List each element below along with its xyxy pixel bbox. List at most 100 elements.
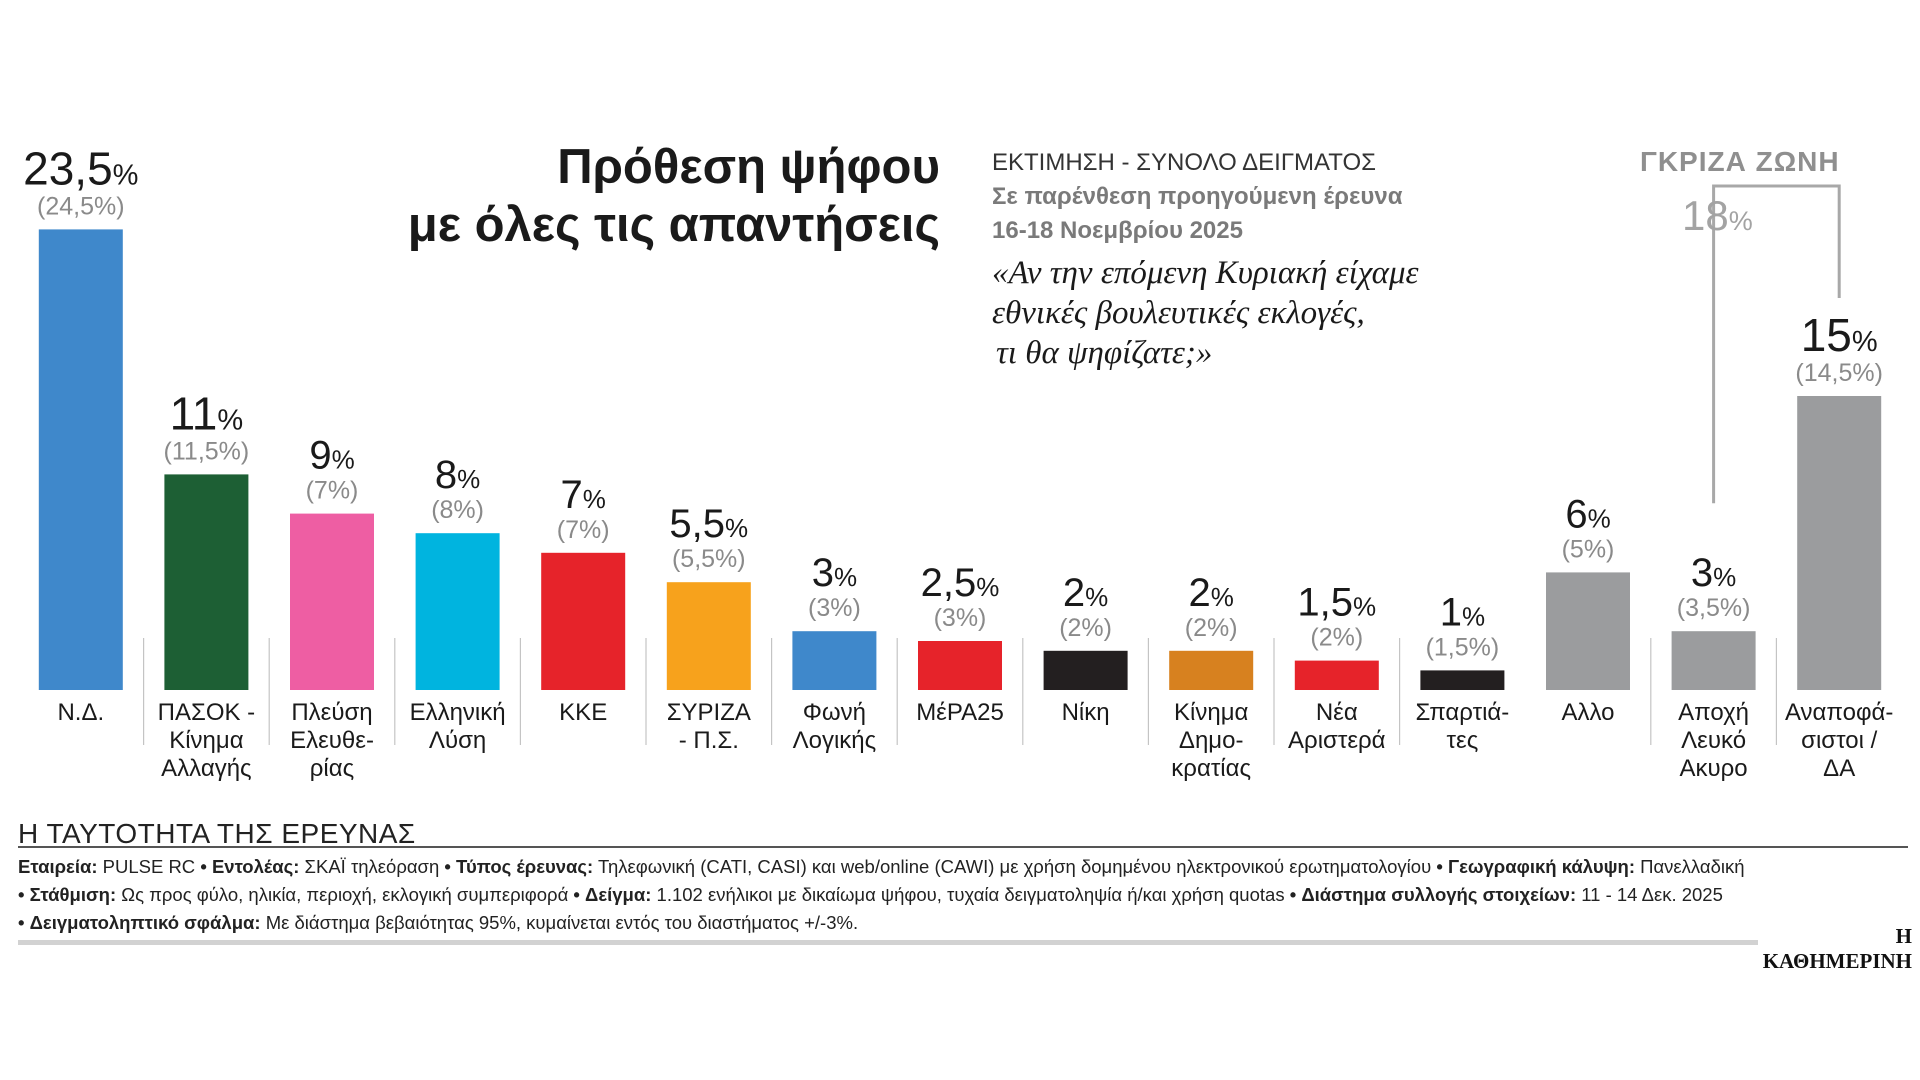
chart-title: Πρόθεση ψήφου με όλες τις απαντήσεις (360, 138, 940, 254)
category-label: Λογικής (793, 727, 877, 754)
value-label: 3% (812, 551, 857, 595)
value-label: 2,5% (921, 561, 1000, 605)
category-label: Ελληνική (410, 699, 506, 726)
bar-chart: (24,5%)23,5%Ν.Δ.(11,5%)11%ΠΑΣΟΚ -ΚίνημαΑ… (23, 142, 1893, 782)
bullet: • (1436, 856, 1443, 877)
value-label: 3% (1691, 551, 1736, 595)
category-label: Νέα (1316, 699, 1358, 726)
value-label: 2% (1063, 571, 1108, 615)
question-line1: «Αν την επόμενη Κυριακή είχαμε (992, 255, 1419, 291)
previous-value-label: (14,5%) (1795, 359, 1883, 387)
category-label: κρατίας (1171, 755, 1251, 782)
gray-zone-number: 18 (1682, 192, 1729, 239)
bar (918, 641, 1002, 690)
bullet: • (18, 912, 25, 933)
value-label: 8% (435, 453, 480, 497)
bar (666, 582, 751, 690)
survey-line3: • Δειγματοληπτικό σφάλμα: Με διάστημα βε… (18, 909, 1908, 937)
value-label: 7% (561, 473, 606, 517)
value-label: 23,5% (23, 142, 138, 194)
question-line3: τι θα ψηφίζατε;» (996, 335, 1213, 371)
subtitle-date: 16-18 Νοεμβρίου 2025 (992, 217, 1243, 244)
company-label: Εταιρεία: (18, 856, 98, 877)
bar (1043, 650, 1128, 690)
category-label: Αλλο (1562, 699, 1615, 726)
previous-value-label: (7%) (306, 477, 359, 505)
bar (164, 474, 249, 690)
category-label: Ακυρο (1680, 755, 1748, 782)
error-label: Δειγματοληπτικό σφάλμα: (29, 912, 261, 933)
bar (290, 513, 374, 690)
category-label: Νίκη (1062, 699, 1110, 726)
footer-rule (18, 940, 1758, 945)
bar (541, 552, 626, 690)
question-line2: εθνικές βουλευτικές εκλογές, (992, 295, 1365, 331)
previous-value-label: (2%) (1310, 624, 1363, 652)
previous-value-label: (3%) (808, 594, 861, 622)
type-label: Τύπος έρευνας: (456, 856, 594, 877)
category-label: ρίας (310, 755, 354, 782)
value-label: 11% (170, 387, 244, 439)
category-label: σιστοι / (1801, 727, 1877, 754)
bar (1169, 650, 1254, 690)
weighting-value: Ως προς φύλο, ηλικία, περιοχή, εκλογική … (121, 884, 569, 905)
category-label: τες (1447, 727, 1479, 754)
bar (1294, 660, 1379, 690)
bullet: • (444, 856, 451, 877)
previous-value-label: (5,5%) (672, 545, 746, 573)
chart-title-line1: Πρόθεση ψήφου (557, 140, 940, 194)
category-label: ΚΚΕ (559, 699, 607, 726)
category-label: Αναποφά- (1785, 699, 1893, 726)
bullet: • (573, 884, 580, 905)
bar (1797, 396, 1882, 690)
category-label: Πλεύση (291, 699, 372, 726)
client-label: Εντολέας: (211, 856, 300, 877)
category-label: - Π.Σ. (679, 727, 739, 754)
previous-value-label: (2%) (1059, 614, 1112, 642)
previous-value-label: (3%) (934, 604, 987, 632)
previous-value-label: (3,5%) (1677, 594, 1751, 622)
category-label: Αριστερά (1288, 727, 1386, 754)
category-label: ΔΑ (1823, 755, 1855, 782)
coverage-label: Γεωγραφική κάλυψη: (1447, 856, 1635, 877)
coverage-value: Πανελλαδική (1640, 856, 1745, 877)
previous-value-label: (2%) (1185, 614, 1238, 642)
previous-value-label: (1,5%) (1426, 633, 1500, 661)
survey-divider (18, 846, 1908, 848)
previous-value-label: (8%) (431, 496, 484, 524)
value-label: 15% (1801, 309, 1878, 361)
period-label: Διάστημα συλλογής στοιχείων: (1301, 884, 1577, 905)
period-value: 11 - 14 Δεκ. 2025 (1581, 884, 1723, 905)
chart-subtitle: ΕΚΤΙΜΗΣΗ - ΣΥΝΟΛΟ ΔΕΙΓΜΑΤΟΣ Σε παρένθεση… (992, 146, 1552, 248)
category-label: ΣΥΡΙΖΑ (667, 699, 751, 726)
subtitle-note: Σε παρένθεση προηγούμενη έρευνα (992, 183, 1403, 210)
chart-title-line2: με όλες τις απαντήσεις (407, 198, 940, 252)
category-label: Αποχή (1678, 699, 1749, 726)
client-value: ΣΚΑΪ τηλεόραση (304, 856, 440, 877)
error-value: Με διάστημα βεβαιότητας 95%, κυμαίνεται … (265, 912, 859, 933)
bullet: • (18, 884, 25, 905)
value-label: 6% (1565, 492, 1610, 536)
category-label: Κίνημα (1174, 699, 1249, 726)
gray-zone-unit: % (1728, 206, 1753, 236)
category-label: Σπαρτιά- (1416, 699, 1510, 726)
previous-value-label: (5%) (1562, 535, 1615, 563)
type-value: Τηλεφωνική (CATI, CASI) και web/online (… (598, 856, 1432, 877)
gray-zone-value: 18% (1682, 192, 1753, 240)
category-label: Αλλαγής (161, 755, 251, 782)
category-label: Λύση (429, 727, 486, 754)
survey-line2: • Στάθμιση: Ως προς φύλο, ηλικία, περιοχ… (18, 881, 1908, 909)
bar (792, 631, 877, 690)
bar (415, 533, 500, 690)
gray-zone-bracket (1712, 184, 1841, 504)
category-label: Λευκό (1681, 727, 1746, 754)
bullet: • (200, 856, 207, 877)
sample-label: Δείγμα: (585, 884, 652, 905)
subtitle-estimate: ΕΚΤΙΜΗΣΗ - ΣΥΝΟΛΟ ΔΕΙΓΜΑΤΟΣ (992, 149, 1376, 176)
value-label: 1% (1440, 590, 1485, 634)
survey-heading: Η ΤΑΥΤΟΤΗΤΑ ΤΗΣ ΕΡΕΥΝΑΣ (18, 818, 416, 849)
category-label: ΠΑΣΟΚ - (158, 699, 256, 726)
bar (38, 229, 123, 690)
previous-value-label: (11,5%) (164, 437, 250, 465)
